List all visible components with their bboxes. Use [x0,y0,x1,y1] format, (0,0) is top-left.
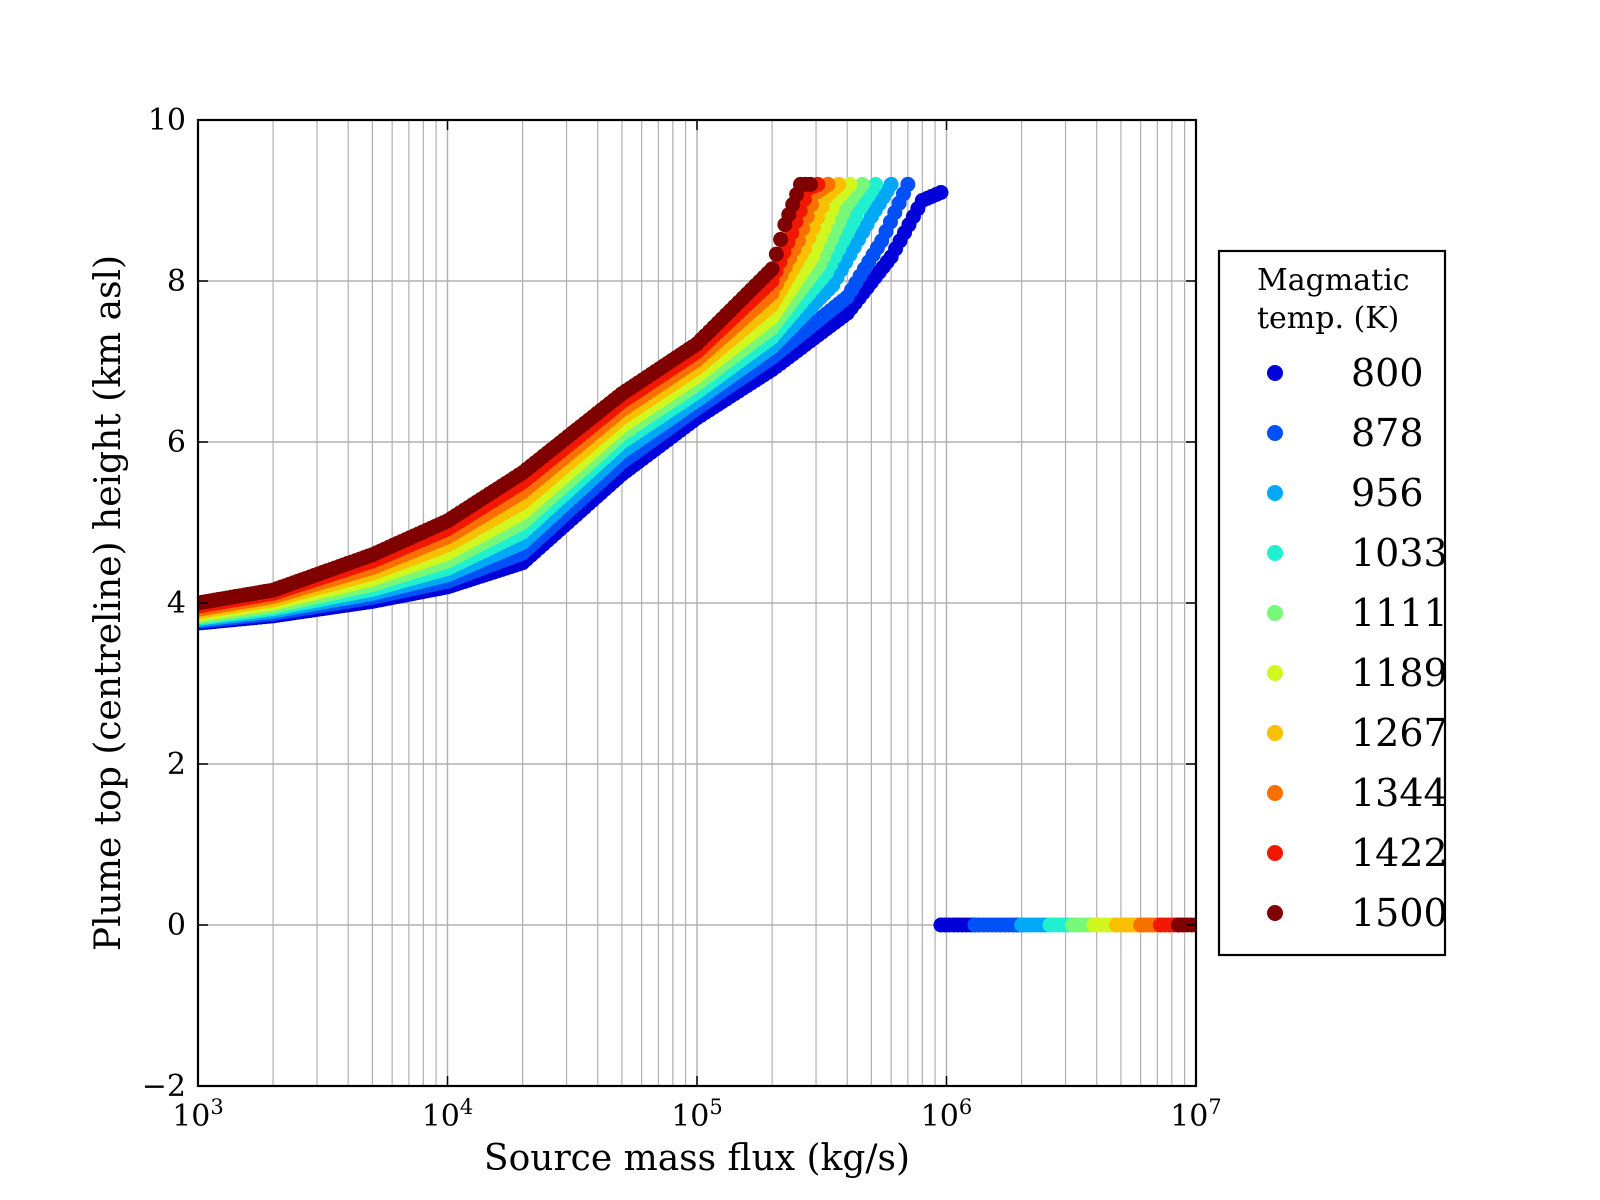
legend-marker [1267,425,1283,441]
legend-label: 1267 [1351,711,1448,755]
x-tick-label: 103 [172,1095,224,1134]
y-tick-label: 4 [167,586,186,621]
legend-marker [1267,785,1283,801]
data-point [854,176,870,192]
legend-box [1217,249,1447,957]
legend-label: 1422 [1351,831,1448,875]
data-point [842,176,858,192]
legend-marker [1267,365,1283,381]
x-tick-exponent: 7 [1208,1095,1221,1119]
data-point [868,176,884,192]
legend-label: 878 [1351,411,1424,455]
legend-label: 1033 [1351,531,1448,575]
legend-marker [1267,845,1283,861]
x-tick-exponent: 5 [709,1095,722,1119]
y-tick-label: 6 [167,425,186,460]
y-axis-label: Plume top (centreline) height (km asl) [88,255,129,951]
y-tick-label: −2 [142,1069,186,1104]
legend-label: 1189 [1351,651,1448,695]
legend-marker [1267,725,1283,741]
legend-label: 800 [1351,351,1424,395]
y-tick-label: 2 [167,747,186,782]
legend-label: 1111 [1351,591,1448,635]
legend-label: 1344 [1351,771,1448,815]
data-point [764,261,780,277]
data-point [900,176,916,192]
y-tick-label: 0 [167,908,186,943]
legend: Magmatic temp. (K) 800 878 956 1033 1111 1189… [1217,249,1448,957]
data-point [933,184,949,200]
y-tick-label: 10 [148,103,186,138]
legend-label: 956 [1351,471,1424,515]
data-points [198,176,1196,933]
legend-marker [1267,605,1283,621]
legend-title-line2: temp. (K) [1257,301,1399,336]
data-point [768,246,784,262]
x-tick-exponent: 3 [210,1095,223,1119]
legend-marker [1267,665,1283,681]
x-tick-exponent: 4 [460,1095,473,1119]
x-tick-exponent: 6 [959,1095,972,1119]
legend-marker [1267,905,1283,921]
series-1500 [198,176,1196,933]
y-tick-label: 8 [167,264,186,299]
legend-title-line1: Magmatic [1257,263,1410,298]
legend-marker [1267,545,1283,561]
data-point [802,176,818,192]
data-point [831,176,847,192]
x-tick-label: 105 [671,1095,723,1134]
data-point [883,176,899,192]
legend-label: 1500 [1351,891,1448,935]
x-axis-label: Source mass flux (kg/s) [484,1138,910,1179]
data-point [773,231,789,247]
legend-marker [1267,485,1283,501]
